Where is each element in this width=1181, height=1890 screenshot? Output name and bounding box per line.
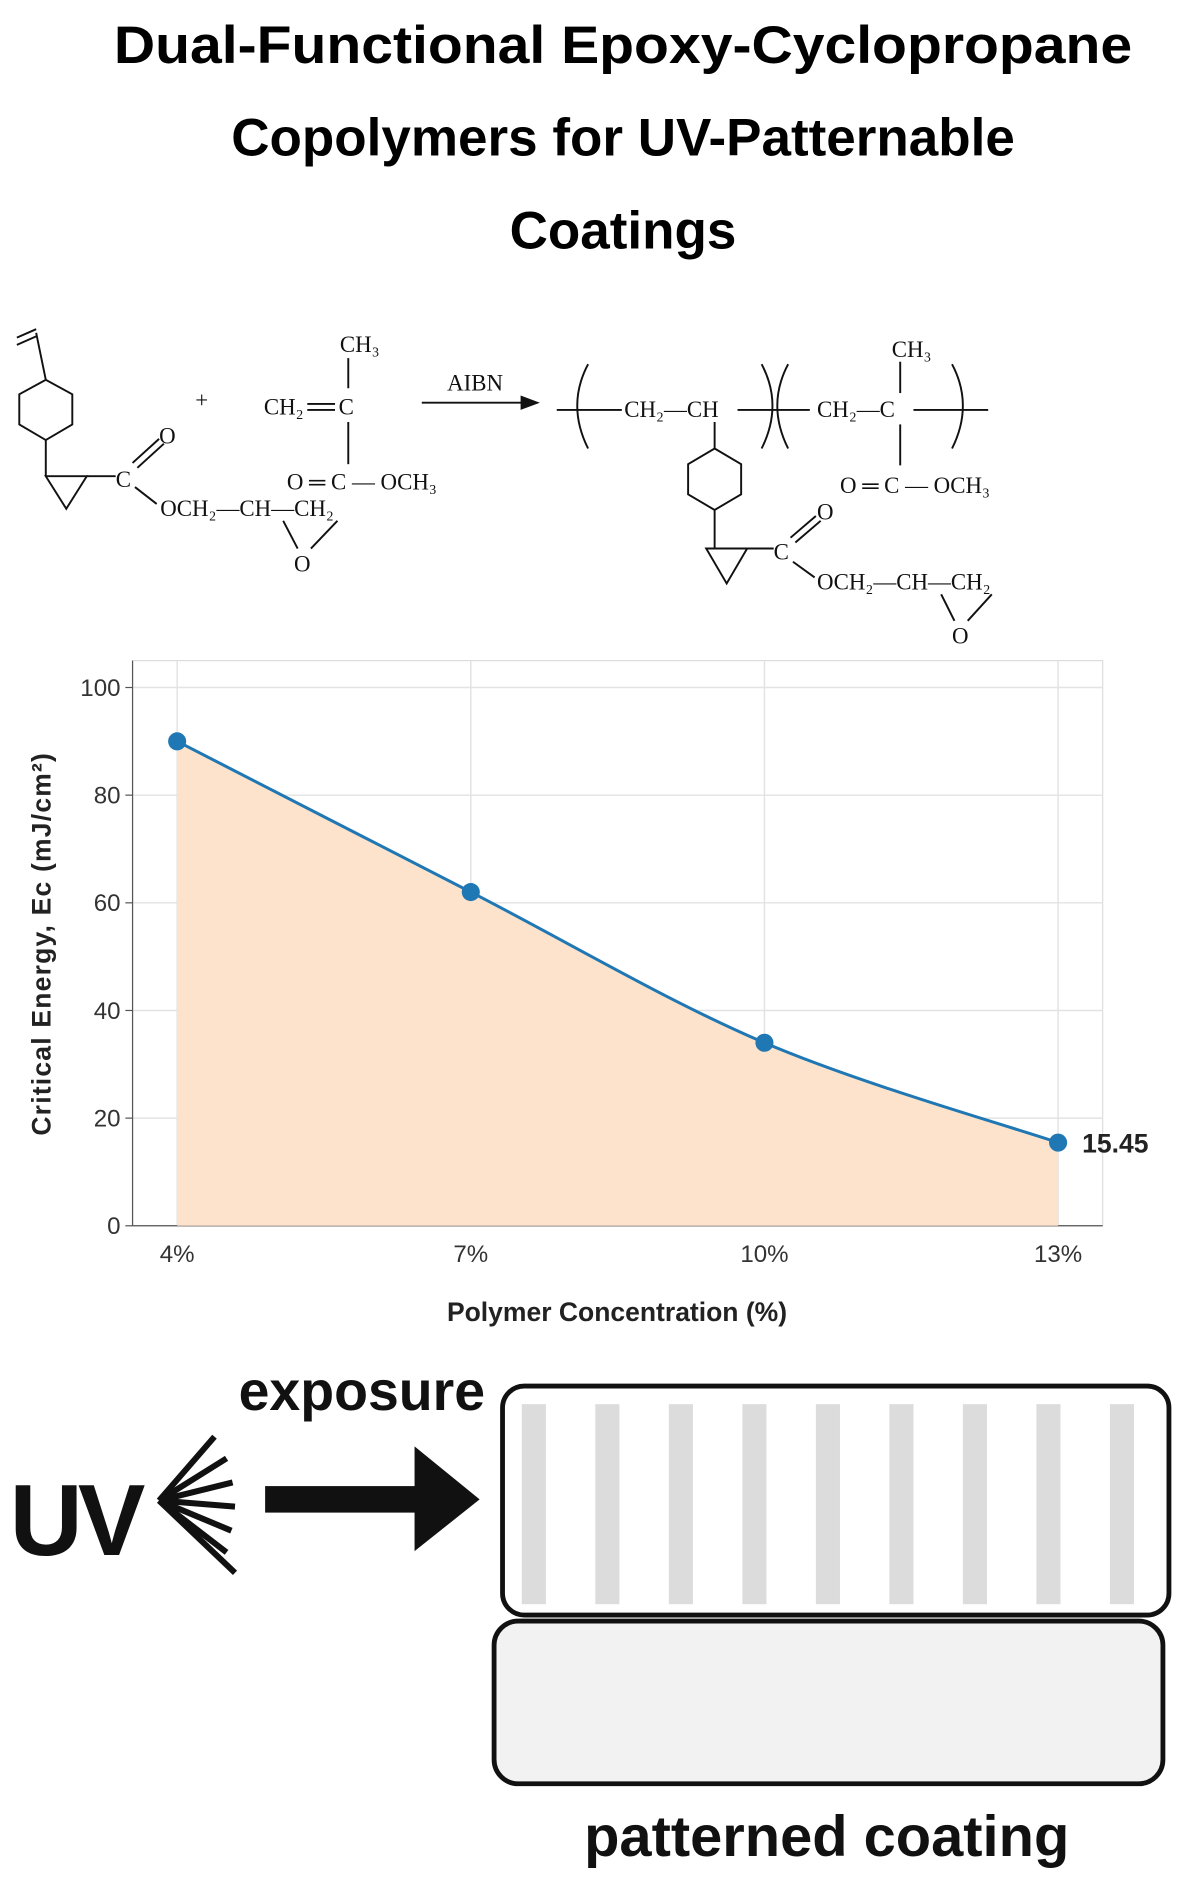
bracket: [760, 363, 774, 449]
atom-label: CH₂—CH: [624, 397, 718, 422]
data-label: 15.45: [1082, 1128, 1148, 1158]
atom-label: CH₃: [892, 337, 932, 362]
x-tick-label: 13%: [1034, 1241, 1082, 1268]
atom-label: OCH₂—CH—CH₂: [160, 496, 334, 521]
cyclopropane: [44, 475, 89, 511]
atom-label: O: [817, 500, 834, 525]
atom-label: CH₂: [264, 395, 304, 420]
reagent: AIBN: [447, 371, 503, 396]
atom-label: O ═ C — OCH₃: [840, 473, 990, 498]
bond: [966, 593, 993, 622]
mask-stripes: [521, 1404, 1135, 1605]
y-tick-label: 40: [94, 998, 121, 1025]
reaction-scheme: C O OCH₂—CH—CH₂ O + CH₃ CH₂ C O ═ C — OC…: [16, 328, 993, 649]
bond: [136, 442, 165, 469]
uv-rays: [156, 1434, 238, 1576]
exposure-label: exposure: [239, 1360, 485, 1422]
arrow-shaft: [265, 1486, 420, 1513]
bond: [16, 335, 37, 346]
uv-diagram: UV exposure patterned coating: [10, 1360, 1172, 1869]
y-tick-label: 20: [94, 1106, 121, 1133]
bond: [794, 520, 822, 544]
bond: [282, 520, 299, 549]
bond: [789, 515, 817, 539]
benzene: [18, 378, 74, 442]
bond: [792, 560, 816, 579]
bracket: [951, 363, 964, 449]
title-line: Copolymers for UV-Patternable: [231, 109, 1015, 168]
marker: [461, 883, 480, 902]
atom-label: O: [294, 551, 311, 576]
atom-label: CH₂—C: [817, 397, 895, 422]
line: [176, 739, 1059, 1145]
arrow-head: [520, 395, 540, 410]
atom-label: O: [159, 424, 176, 449]
bracket: [776, 363, 789, 449]
y-tick-label: 80: [94, 783, 121, 810]
bond: [131, 438, 160, 464]
y-tick-label: 60: [94, 890, 121, 917]
x-tick-label: 7%: [453, 1241, 488, 1268]
y-tick-label: 100: [80, 675, 120, 702]
atom-label: CH₃: [340, 332, 380, 357]
bracket: [576, 363, 589, 449]
atom-label: O: [952, 624, 969, 649]
bond: [35, 332, 47, 381]
benzene: [687, 447, 743, 512]
uv-label: UV: [10, 1464, 145, 1577]
title-line: Dual-Functional Epoxy-Cyclopropane: [114, 16, 1132, 75]
marker: [168, 732, 187, 751]
atom-label: O ═ C — OCH₃: [287, 469, 437, 494]
x-axis-label: Polymer Concentration (%): [447, 1297, 787, 1327]
x-tick-label: 10%: [740, 1241, 788, 1268]
area: [177, 741, 1059, 1226]
atom-label: C: [339, 395, 354, 420]
arrow-head: [414, 1446, 480, 1552]
y-tick-label: 0: [107, 1213, 120, 1240]
x-tick-label: 4%: [160, 1241, 195, 1268]
bond: [940, 593, 956, 622]
title: Dual-Functional Epoxy-Cyclopropane Copol…: [114, 16, 1132, 261]
bond: [134, 486, 158, 505]
atom-label: C: [116, 467, 131, 492]
chart: Polymer Concentration (%) Critical Energ…: [27, 659, 1149, 1327]
atom-label: OCH₂—CH—CH₂: [817, 569, 991, 594]
plus: +: [195, 388, 208, 413]
coating-layer: [491, 1618, 1166, 1787]
marker: [755, 1033, 774, 1052]
title-line: Coatings: [510, 201, 737, 260]
atom-label: C: [774, 539, 789, 564]
cyclopropane: [704, 547, 749, 586]
result-label: patterned coating: [584, 1805, 1069, 1869]
bond: [16, 328, 37, 339]
marker: [1049, 1133, 1068, 1152]
bond: [310, 520, 339, 550]
y-axis-label: Critical Energy, Ec (mJ/cm²): [27, 752, 57, 1136]
